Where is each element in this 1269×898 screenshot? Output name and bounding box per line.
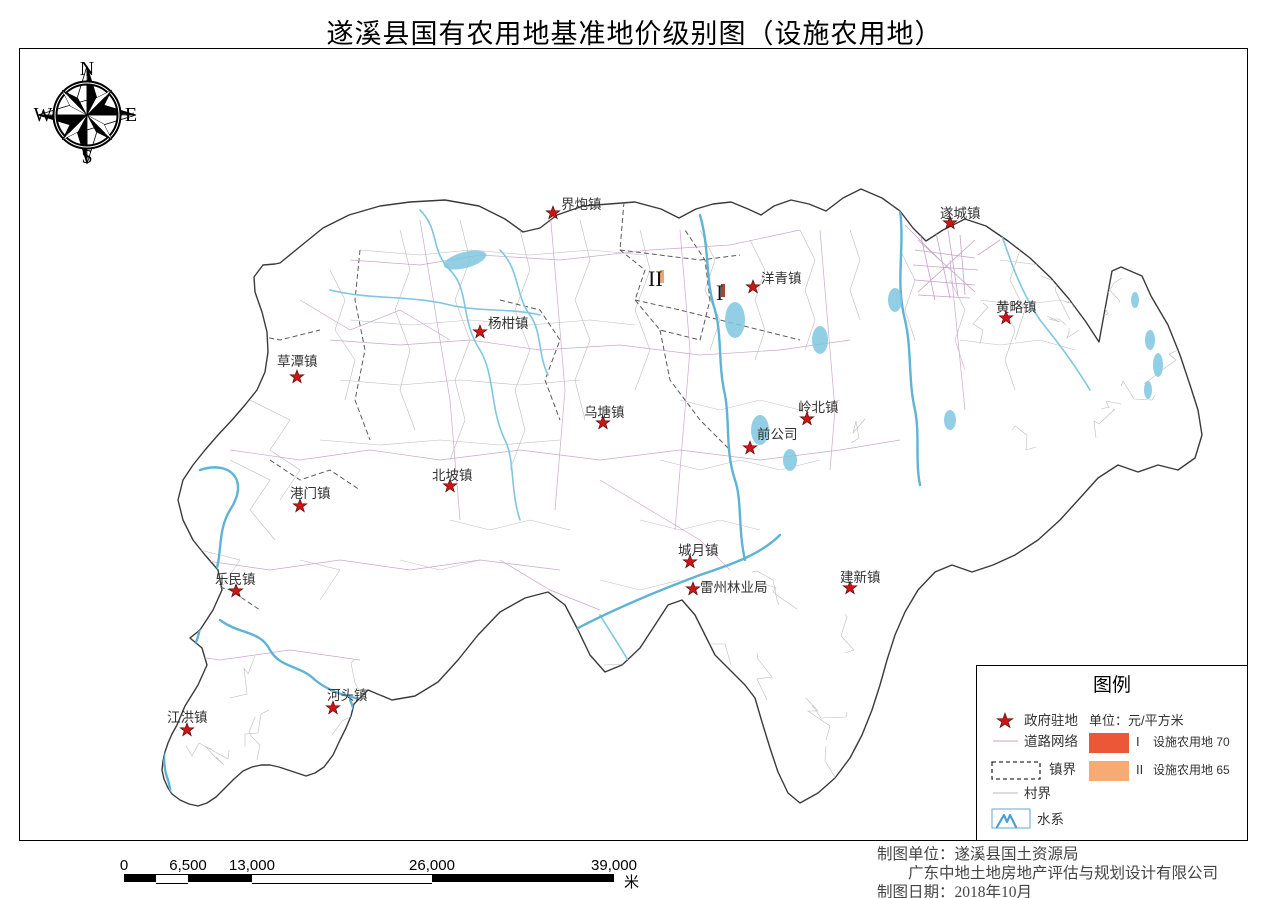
svg-text:城月镇: 城月镇 — [678, 543, 719, 558]
svg-text:I: I — [1136, 734, 1140, 749]
svg-text:乌塘镇: 乌塘镇 — [584, 405, 625, 420]
svg-text:北坡镇: 北坡镇 — [432, 468, 473, 483]
svg-text:洋青镇: 洋青镇 — [761, 271, 802, 286]
svg-text:设施农用地 70: 设施农用地 70 — [1153, 735, 1230, 749]
svg-text:岭北镇: 岭北镇 — [798, 400, 839, 415]
svg-text:II: II — [648, 266, 663, 291]
svg-text:单位：元/平方米: 单位：元/平方米 — [1089, 713, 1184, 728]
svg-text:政府驻地: 政府驻地 — [1024, 713, 1078, 728]
svg-text:草潭镇: 草潭镇 — [277, 354, 318, 369]
svg-text:建新镇: 建新镇 — [840, 570, 881, 585]
svg-text:水系: 水系 — [1037, 812, 1064, 827]
svg-text:杨柑镇: 杨柑镇 — [488, 316, 529, 331]
svg-text:港门镇: 港门镇 — [290, 486, 331, 501]
svg-text:设施农用地 65: 设施农用地 65 — [1153, 763, 1230, 777]
svg-text:前公司: 前公司 — [757, 426, 798, 442]
svg-text:镇界: 镇界 — [1049, 762, 1076, 777]
svg-text:河头镇: 河头镇 — [327, 688, 368, 703]
svg-text:I: I — [716, 280, 723, 305]
svg-text:遂城镇: 遂城镇 — [940, 206, 981, 221]
svg-text:黄略镇: 黄略镇 — [996, 300, 1037, 315]
svg-text:II: II — [1136, 762, 1143, 777]
svg-text:村界: 村界 — [1024, 786, 1051, 801]
svg-text:江洪镇: 江洪镇 — [167, 710, 208, 725]
svg-text:界炮镇: 界炮镇 — [561, 197, 602, 212]
svg-text:雷州林业局: 雷州林业局 — [700, 580, 768, 595]
svg-text:道路网络: 道路网络 — [1024, 734, 1078, 749]
svg-text:乐民镇: 乐民镇 — [215, 572, 256, 587]
